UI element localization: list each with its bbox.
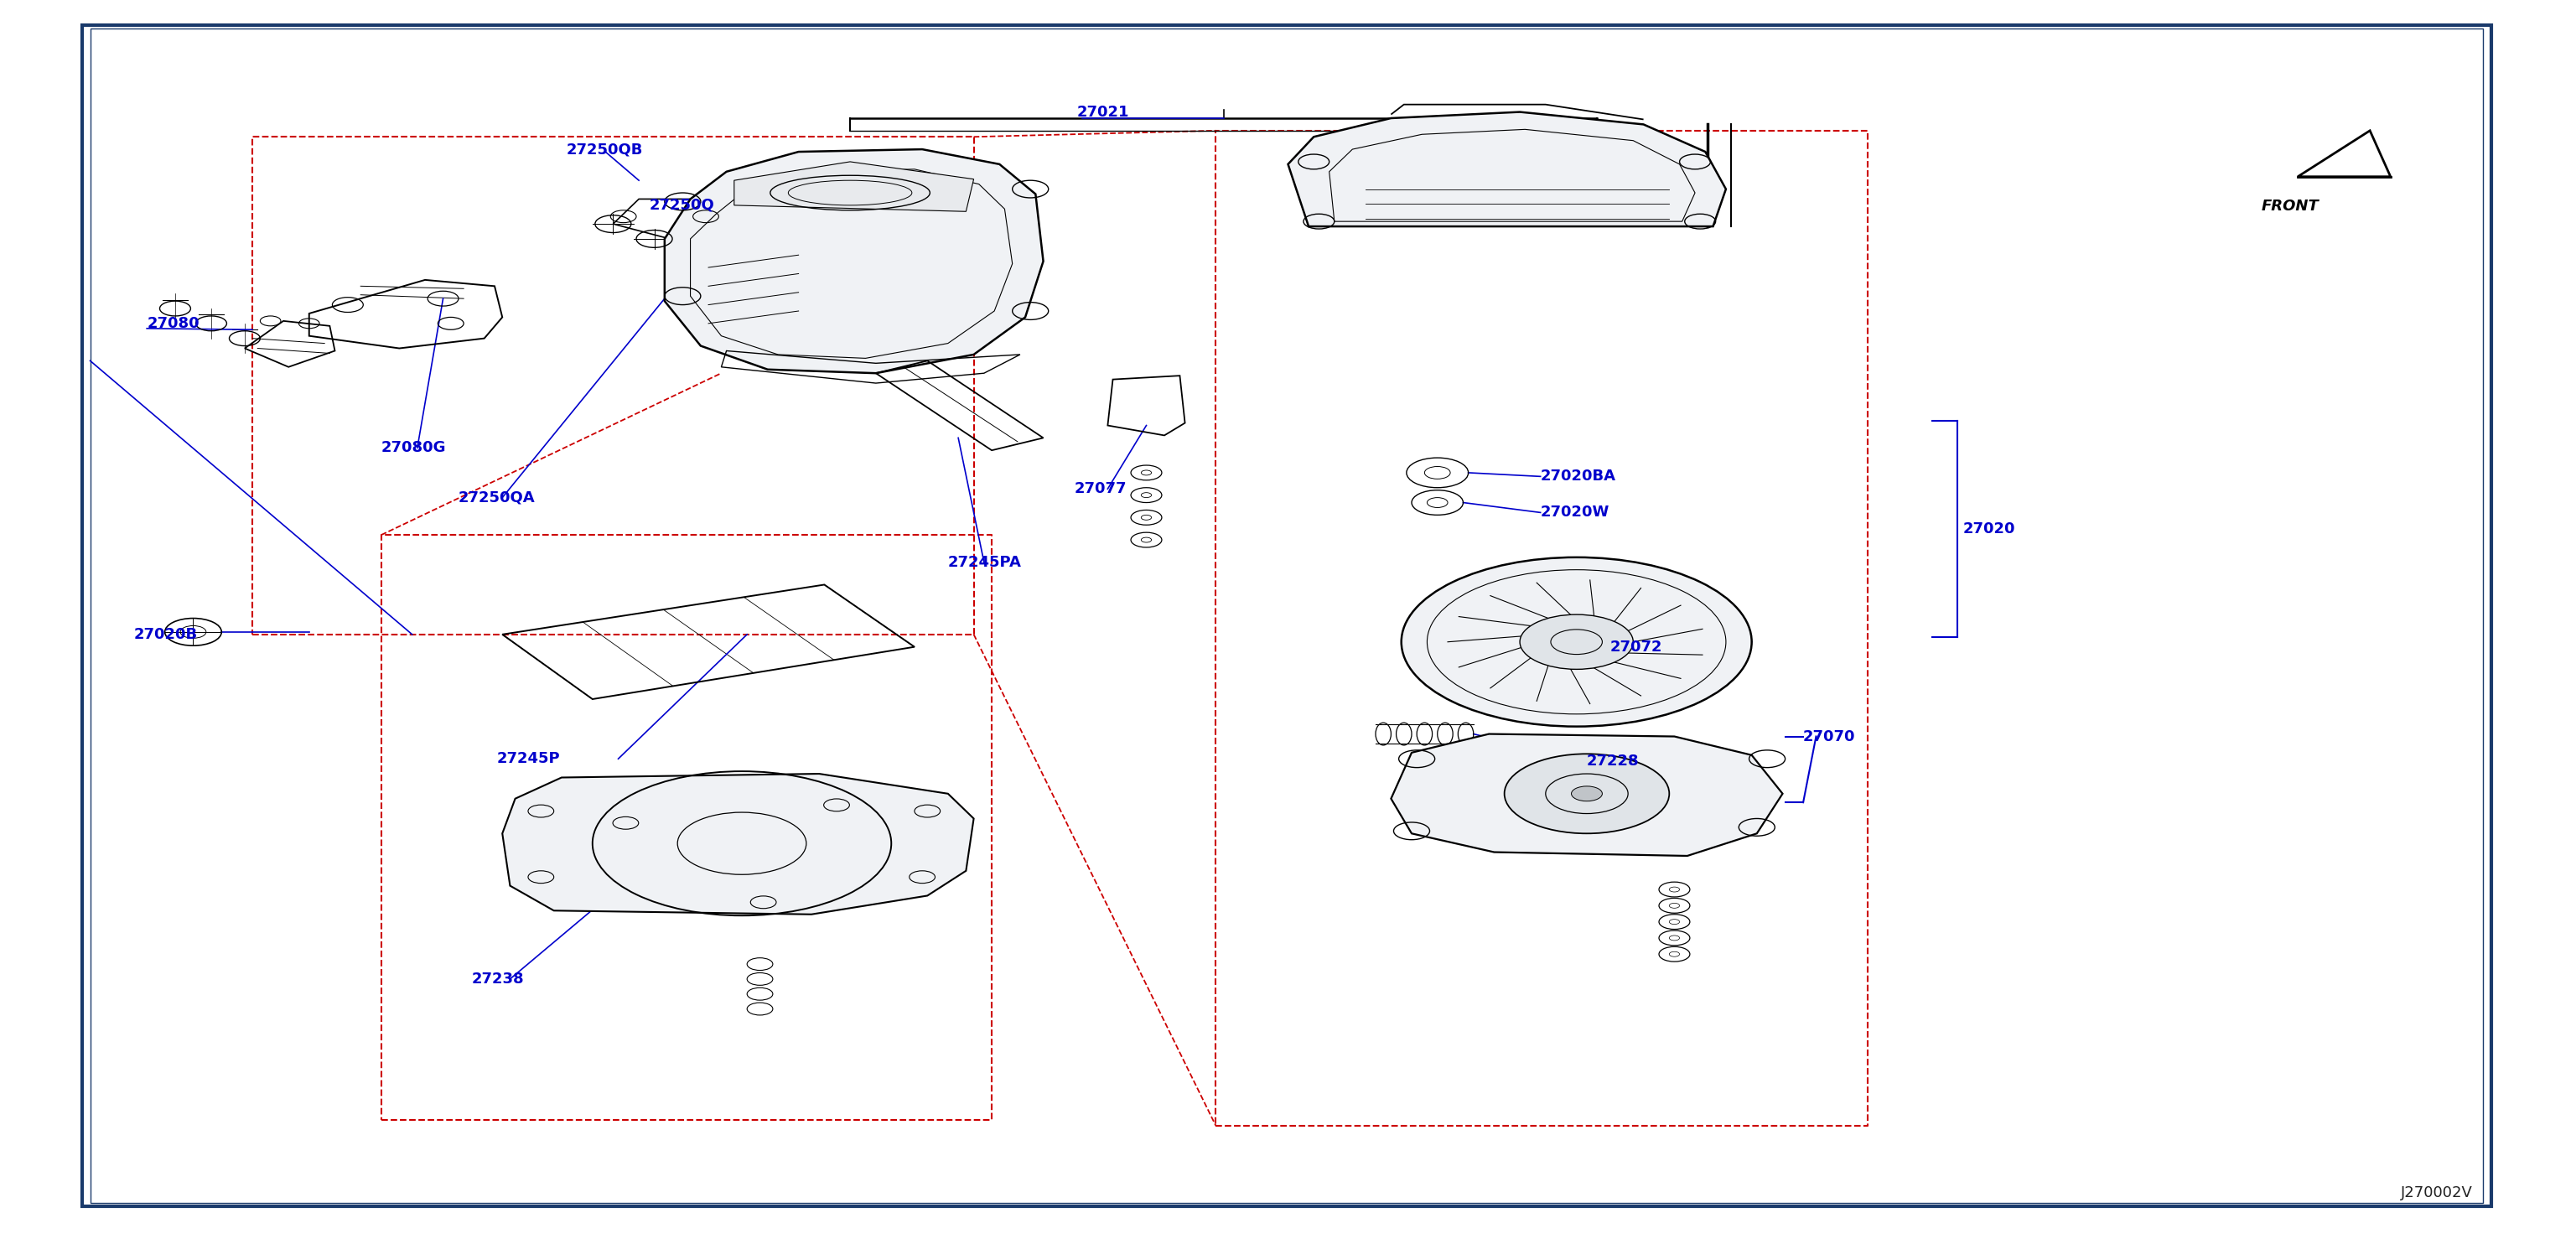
Text: 27020: 27020 [1963,521,2014,536]
Text: 27070: 27070 [1803,729,1855,744]
Polygon shape [665,149,1043,373]
Polygon shape [734,162,974,211]
Circle shape [1520,615,1633,669]
Text: 27080G: 27080G [381,440,446,455]
Text: 27250QB: 27250QB [567,142,644,157]
Text: J270002V: J270002V [2401,1186,2473,1200]
Text: 27020W: 27020W [1540,505,1610,520]
Text: 27080: 27080 [147,316,198,331]
Text: 27228: 27228 [1587,754,1638,769]
Circle shape [1504,754,1669,833]
Circle shape [1571,786,1602,801]
Polygon shape [502,774,974,914]
Text: 27072: 27072 [1610,639,1662,654]
Text: 27077: 27077 [1074,481,1126,496]
Circle shape [1401,557,1752,726]
Text: FRONT: FRONT [2262,199,2318,214]
Text: 27020BA: 27020BA [1540,469,1615,484]
Text: 27021: 27021 [1077,104,1128,119]
Text: 27238: 27238 [471,972,523,986]
Polygon shape [1391,734,1783,856]
Polygon shape [1288,112,1726,226]
Text: 27245PA: 27245PA [948,555,1023,570]
Text: 27250Q: 27250Q [649,198,714,213]
Text: 27020B: 27020B [134,627,198,642]
Text: 27250QA: 27250QA [459,490,536,505]
Text: 27245P: 27245P [497,751,562,766]
